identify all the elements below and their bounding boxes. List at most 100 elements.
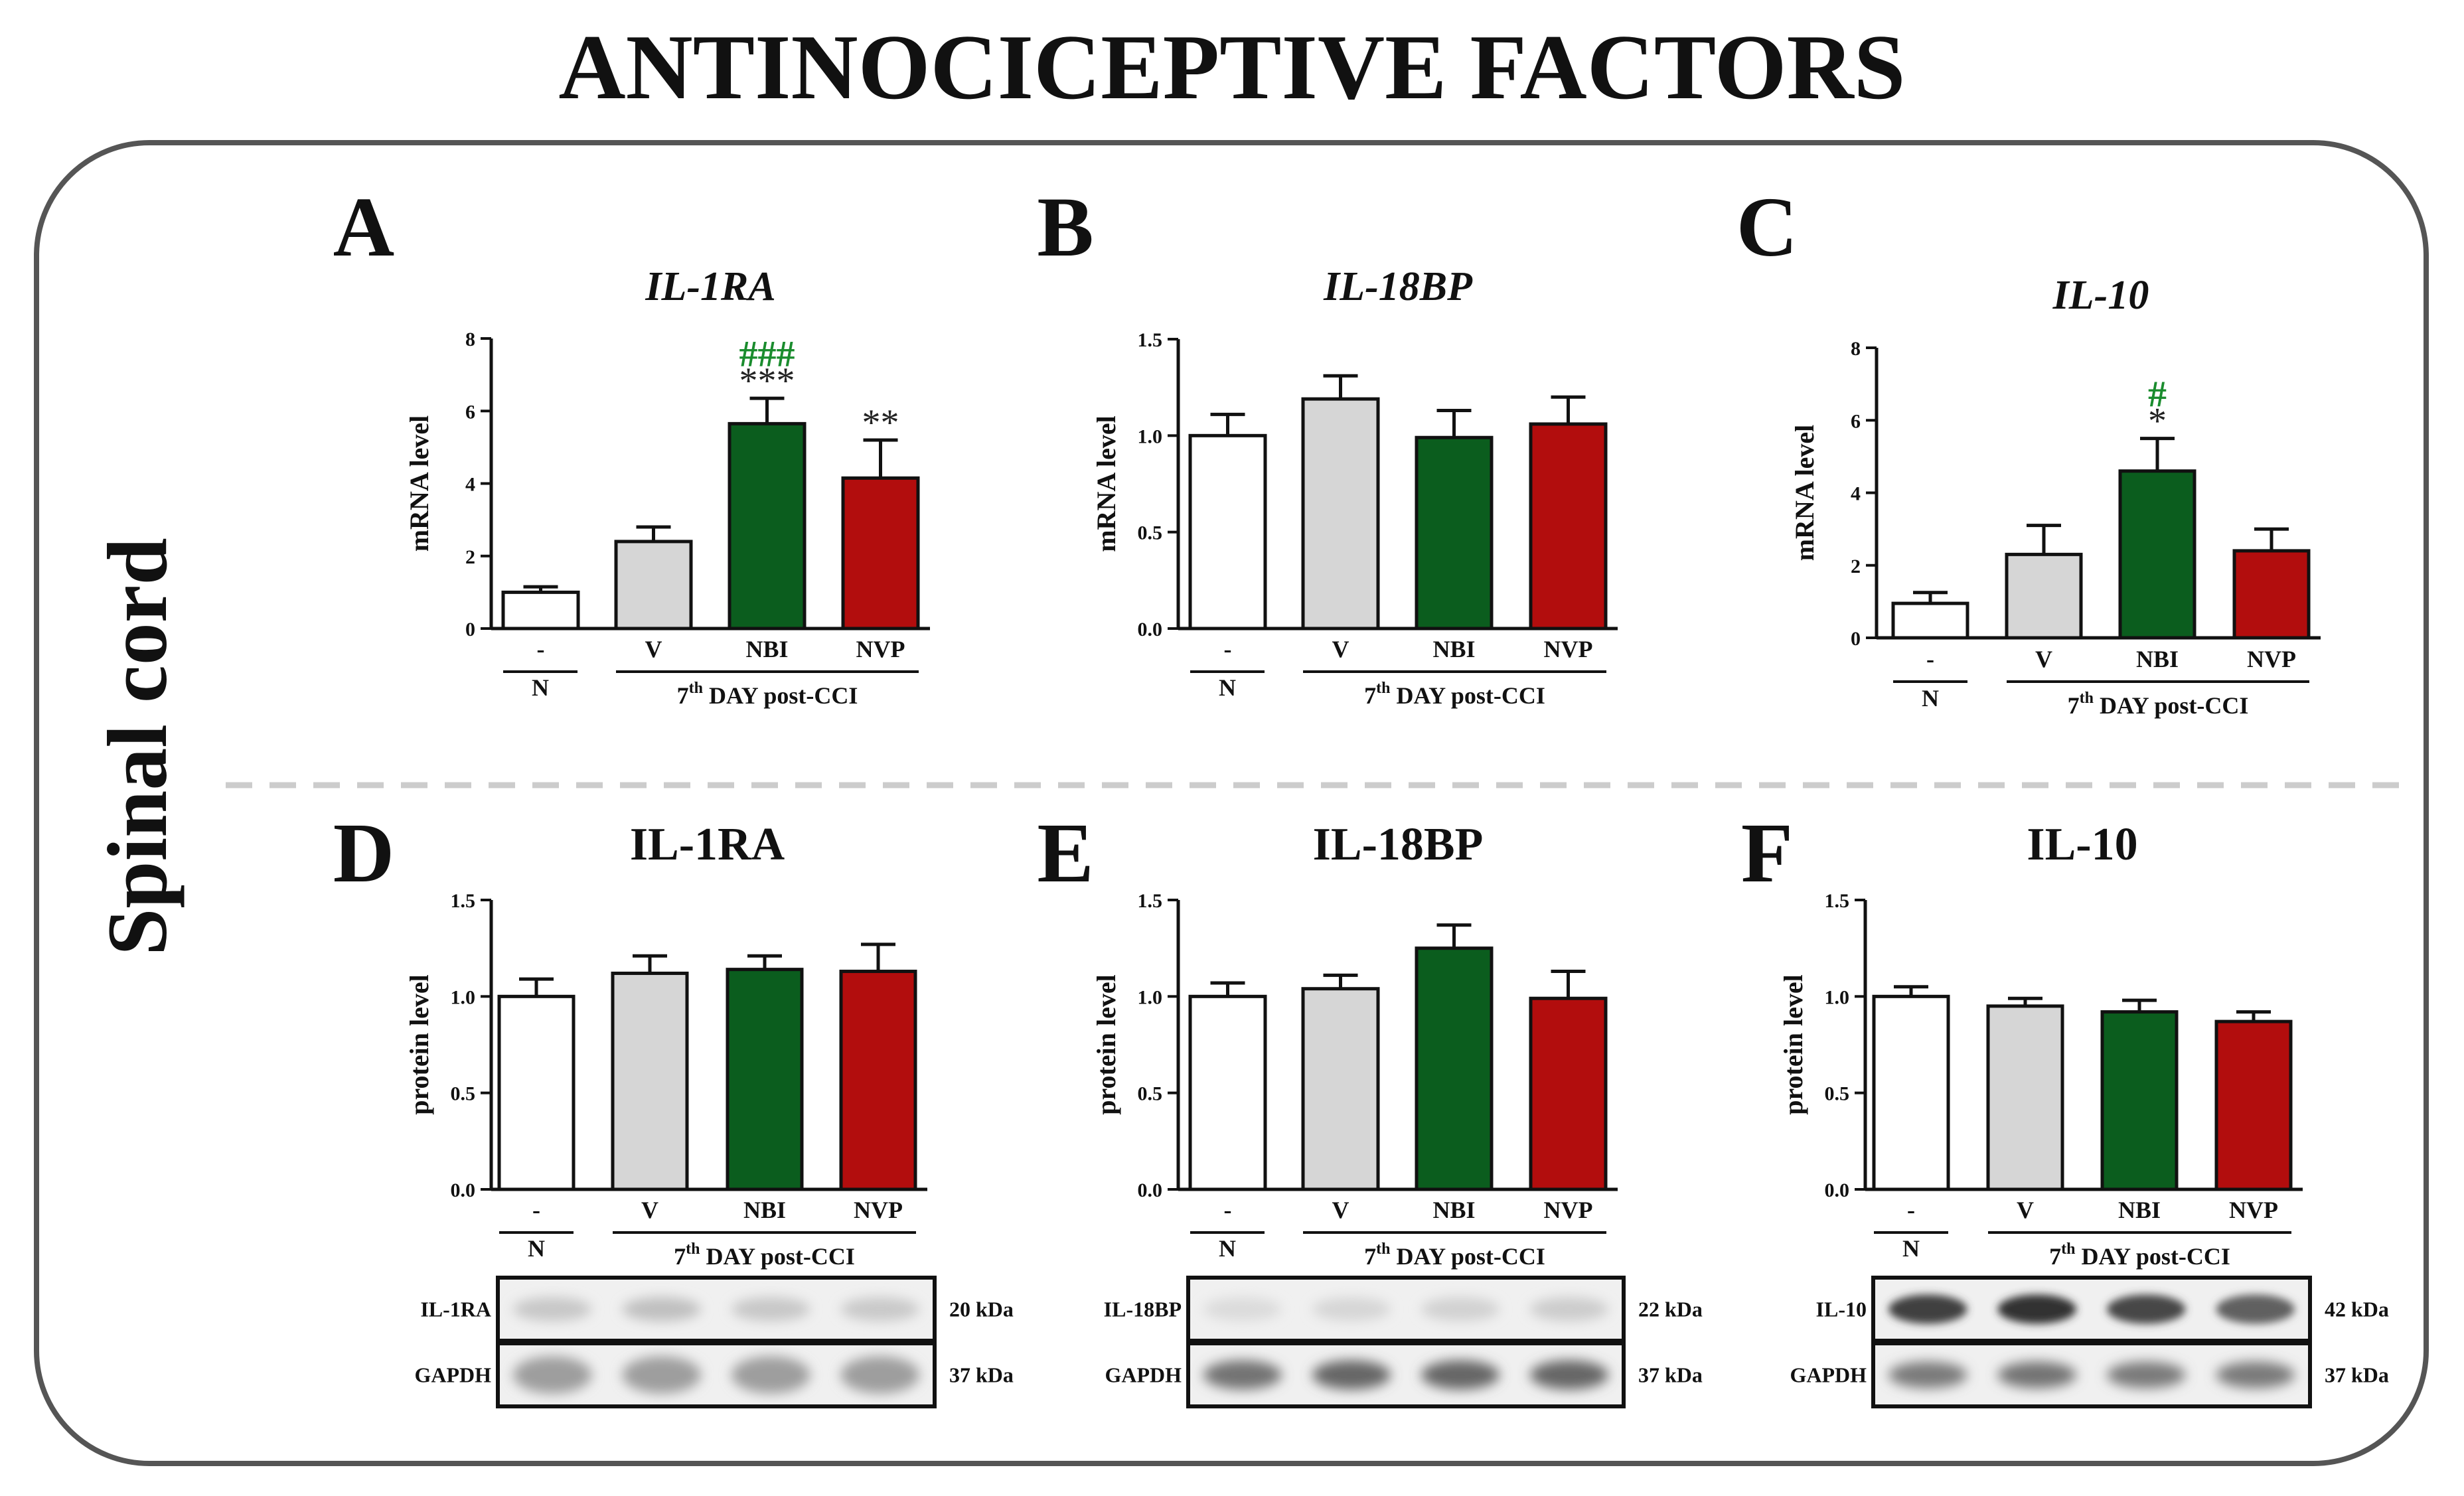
bar: [2100, 1010, 2179, 1191]
y-tick-label: 4: [465, 474, 475, 496]
blot-band: [732, 1356, 810, 1394]
blot-band: [2107, 1361, 2186, 1388]
chart-panel-e: E IL-18BP 0.0 0.5 1.0 1.5 protein level - V NBI NV…: [1037, 806, 1703, 1408]
y-tick-label: 1.5: [451, 890, 476, 912]
blot-label-loading: GAPDH: [1790, 1363, 1867, 1387]
x-tick-label: NVP: [854, 1197, 903, 1223]
blot-label-protein: IL-1RA: [420, 1298, 491, 1321]
chart-panel-c: C IL-10 0 2 4 6 8 mRNA level - V *# NBI NVP N 7th DAY …: [1736, 180, 2321, 719]
y-tick-label: 1.0: [451, 986, 476, 1008]
control-group-label: N: [1219, 674, 1236, 701]
y-tick-label: 8: [1851, 338, 1861, 360]
day-number: 7: [677, 682, 689, 709]
cci-group-label: 7th DAY post-CCI: [2049, 1240, 2230, 1270]
day-superscript: th: [1376, 1240, 1390, 1258]
chart-title: IL-18BP: [1313, 819, 1484, 870]
bar: [2214, 1019, 2293, 1191]
x-tick-label: V: [645, 636, 662, 662]
significance-hashes: #: [2148, 374, 2167, 415]
blot-kda-protein: 42 kDa: [2325, 1298, 2389, 1321]
chart-panel-a: A IL-1RA 0 2 4 6 8 mRNA level - V ***### NBI ** NVP N 7…: [333, 180, 930, 709]
bar: [2118, 469, 2196, 640]
blot-label-protein: IL-10: [1816, 1298, 1867, 1321]
charts-container: A IL-1RA 0 2 4 6 8 mRNA level - V ***### NBI ** NVP N 7…: [333, 180, 2389, 1408]
cci-group-label: 7th DAY post-CCI: [2068, 690, 2249, 719]
y-tick-label: 0.0: [1138, 619, 1163, 640]
cci-group-label: 7th DAY post-CCI: [1364, 1240, 1545, 1270]
day-superscript: th: [2061, 1240, 2075, 1258]
bar: [497, 994, 576, 1191]
blot-label-protein: IL-18BP: [1104, 1298, 1182, 1321]
blot-kda-protein: 22 kDa: [1638, 1298, 1703, 1321]
y-tick-label: 6: [1851, 410, 1861, 432]
x-tick-label: V: [2035, 646, 2052, 672]
control-group-label: N: [1902, 1235, 1920, 1262]
blot-band: [1312, 1297, 1391, 1321]
day-superscript: th: [2080, 690, 2094, 707]
panel-letter: E: [1037, 806, 1093, 900]
x-tick-label: NVP: [2247, 646, 2296, 672]
day-text: DAY post-CCI: [1390, 1243, 1545, 1270]
x-tick-label: NBI: [743, 1197, 786, 1223]
y-tick-label: 4: [1851, 483, 1861, 505]
x-tick-label: NBI: [2136, 646, 2179, 672]
bar: [726, 968, 804, 1191]
blot-kda-protein: 20 kDa: [949, 1298, 1014, 1321]
blot-band: [2107, 1294, 2186, 1324]
x-tick-label: V: [2017, 1197, 2034, 1223]
figure-title: ANTINOCICEPTIVE FACTORS: [558, 16, 1905, 119]
y-tick-label: 0: [1851, 628, 1861, 650]
chart-panel-f: F IL-10 0.0 0.5 1.0 1.5 protein level - V NBI NVP N…: [1741, 806, 2389, 1408]
y-tick-label: 1.5: [1138, 890, 1163, 912]
day-number: 7: [2068, 692, 2080, 719]
day-text: DAY post-CCI: [703, 682, 858, 709]
bar: [1188, 994, 1267, 1191]
day-text: DAY post-CCI: [2075, 1243, 2230, 1270]
x-tick-label: NBI: [1432, 1197, 1475, 1223]
blot-band: [840, 1356, 919, 1394]
control-group-label: N: [1922, 685, 1939, 711]
cci-group-label: 7th DAY post-CCI: [674, 1240, 855, 1270]
blot-band: [1888, 1294, 1967, 1324]
bar: [839, 970, 917, 1191]
control-group-label: N: [532, 674, 549, 701]
blot-kda-loading: 37 kDa: [949, 1363, 1014, 1387]
day-number: 7: [2049, 1243, 2061, 1270]
x-tick-label: V: [1332, 1197, 1349, 1223]
day-number: 7: [1364, 1243, 1376, 1270]
y-tick-label: 8: [465, 329, 475, 350]
y-axis-label: mRNA level: [1790, 425, 1819, 561]
blot-kda-loading: 37 kDa: [2325, 1363, 2389, 1387]
panel-letter: D: [333, 806, 394, 900]
blot-band: [1421, 1360, 1500, 1390]
y-tick-label: 1.0: [1138, 986, 1163, 1008]
bar: [1415, 435, 1494, 631]
bar: [2005, 552, 2083, 640]
day-text: DAY post-CCI: [700, 1243, 854, 1270]
tissue-label: Spinal cord: [90, 538, 185, 956]
x-tick-label: -: [1926, 646, 1934, 672]
y-tick-label: 0.5: [451, 1083, 476, 1105]
blot-kda-loading: 37 kDa: [1638, 1363, 1703, 1387]
x-tick-label: NVP: [1544, 1197, 1593, 1223]
blot-band: [1312, 1360, 1391, 1390]
x-tick-label: NBI: [2118, 1197, 2161, 1223]
bar: [1891, 601, 1969, 640]
blot-label-loading: GAPDH: [1105, 1363, 1182, 1387]
x-tick-label: V: [1332, 636, 1349, 662]
y-axis-label: protein level: [1778, 974, 1808, 1114]
blot-band: [513, 1297, 592, 1321]
y-tick-label: 1.5: [1825, 890, 1850, 912]
bar: [1415, 946, 1494, 1191]
panel-letter: B: [1037, 180, 1093, 274]
bar: [1529, 422, 1608, 631]
y-tick-label: 0: [465, 619, 475, 640]
blot-band: [513, 1356, 592, 1394]
blot-band: [1997, 1361, 2076, 1388]
x-tick-label: -: [1907, 1197, 1915, 1223]
y-tick-label: 0.5: [1138, 522, 1163, 544]
significance-stars: *: [2148, 401, 2167, 442]
y-axis-label: protein level: [404, 974, 434, 1114]
chart-title: IL-10: [2027, 819, 2137, 870]
